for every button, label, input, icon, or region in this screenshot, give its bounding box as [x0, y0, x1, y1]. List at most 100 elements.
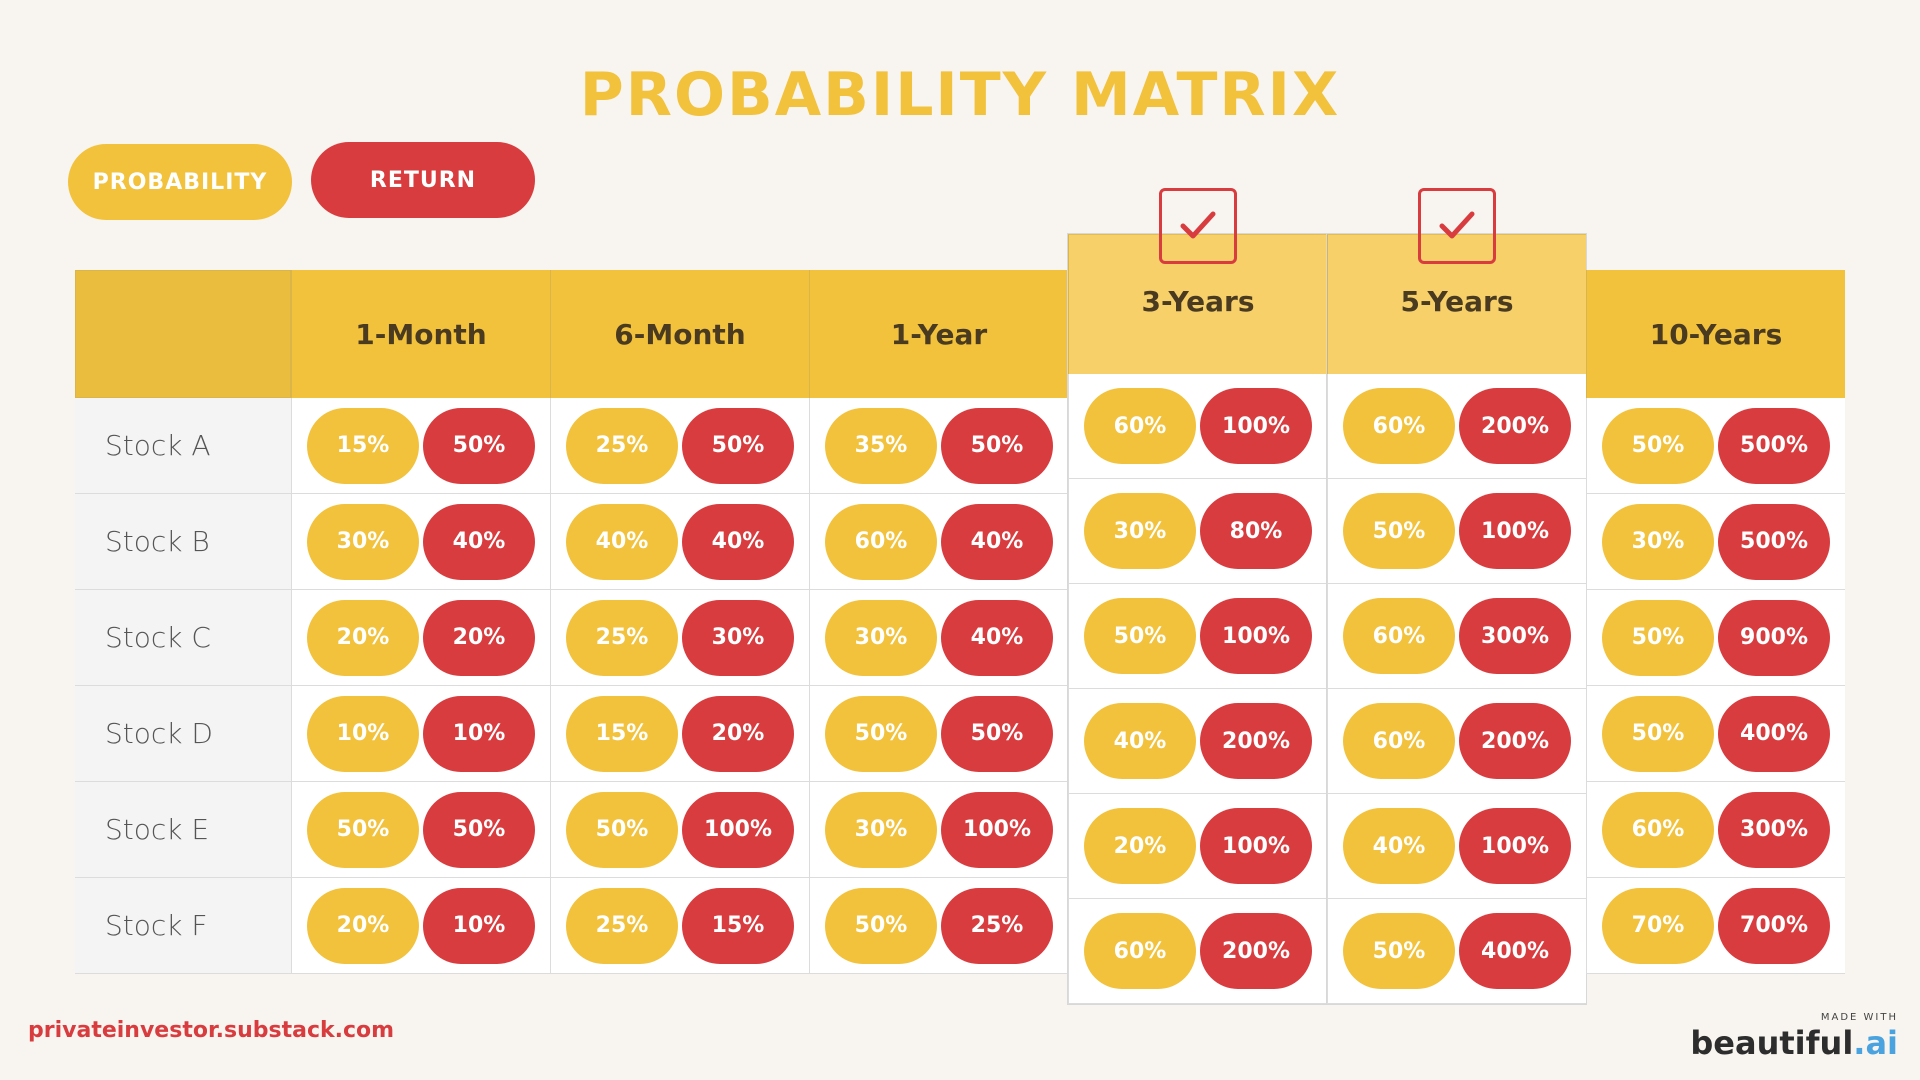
- probability-pill: 50%: [825, 695, 937, 772]
- return-pill: 25%: [941, 887, 1053, 964]
- probability-pill: 30%: [825, 791, 937, 868]
- row-label: Stock F: [75, 878, 291, 974]
- return-pill: 100%: [1200, 598, 1312, 674]
- probability-pill: 30%: [825, 599, 937, 676]
- matrix-cell: 50% 100%: [1068, 584, 1327, 689]
- matrix-cell: 60% 300%: [1327, 584, 1586, 689]
- matrix-cell: 50% 400%: [1586, 686, 1845, 782]
- probability-pill: 60%: [1084, 913, 1196, 989]
- probability-pill: 60%: [1343, 388, 1455, 464]
- return-pill: 100%: [682, 791, 794, 868]
- return-pill: 10%: [423, 695, 535, 772]
- return-pill: 40%: [941, 599, 1053, 676]
- row-label: Stock A: [75, 398, 291, 494]
- matrix-cell: 50% 100%: [550, 782, 809, 878]
- column-header: 1-Year: [809, 270, 1068, 398]
- probability-pill: 20%: [1084, 808, 1196, 884]
- return-pill: 200%: [1200, 913, 1312, 989]
- page-title: PROBABILITY MATRIX: [579, 60, 1341, 130]
- matrix-cell: 50% 500%: [1586, 398, 1845, 494]
- return-pill: 300%: [1459, 598, 1571, 674]
- matrix-cell: 60% 300%: [1586, 782, 1845, 878]
- matrix-cell: 50% 50%: [809, 686, 1068, 782]
- matrix-cell: 30% 500%: [1586, 494, 1845, 590]
- probability-pill: 15%: [307, 407, 419, 484]
- return-pill: 400%: [1459, 913, 1571, 989]
- matrix-cell: 30% 100%: [809, 782, 1068, 878]
- column-header: 1-Month: [291, 270, 550, 398]
- legend-return: RETURN: [311, 142, 535, 218]
- matrix-cell: 40% 200%: [1068, 689, 1327, 794]
- brand-logo: beautiful.ai: [1690, 1024, 1898, 1062]
- matrix-cell: 20% 100%: [1068, 794, 1327, 899]
- matrix-cell: 25% 50%: [550, 398, 809, 494]
- probability-pill: 50%: [1602, 599, 1714, 676]
- return-pill: 20%: [682, 695, 794, 772]
- return-pill: 100%: [1200, 808, 1312, 884]
- matrix-cell: 20% 10%: [291, 878, 550, 974]
- return-pill: 100%: [1459, 493, 1571, 569]
- matrix-cell: 50% 50%: [291, 782, 550, 878]
- column-5-years: 5-Years 60% 200% 50% 100% 60% 300% 60% 200% 40% 10…: [1327, 188, 1586, 1004]
- column-header: 6-Month: [550, 270, 809, 398]
- return-pill: 50%: [423, 407, 535, 484]
- probability-pill: 25%: [566, 887, 678, 964]
- return-pill: 100%: [941, 791, 1053, 868]
- return-pill: 700%: [1718, 887, 1830, 964]
- checkmark-icon: [1417, 188, 1496, 264]
- made-with-label: MADE WITH: [1820, 1012, 1898, 1023]
- probability-pill: 15%: [566, 695, 678, 772]
- probability-pill: 50%: [566, 791, 678, 868]
- matrix-cell: 50% 100%: [1327, 479, 1586, 584]
- probability-pill: 40%: [1084, 703, 1196, 779]
- return-pill: 200%: [1459, 388, 1571, 464]
- matrix-cell: 50% 25%: [809, 878, 1068, 974]
- matrix-cell: 15% 50%: [291, 398, 550, 494]
- probability-pill: 60%: [1343, 598, 1455, 674]
- matrix-cell: 70% 700%: [1586, 878, 1845, 974]
- return-pill: 80%: [1200, 493, 1312, 569]
- return-pill: 15%: [682, 887, 794, 964]
- return-pill: 500%: [1718, 407, 1830, 484]
- return-pill: 50%: [423, 791, 535, 868]
- return-pill: 400%: [1718, 695, 1830, 772]
- probability-pill: 60%: [825, 503, 937, 580]
- matrix-cell: 30% 40%: [291, 494, 550, 590]
- row-label: Stock C: [75, 590, 291, 686]
- matrix-cell: 60% 200%: [1068, 899, 1327, 1004]
- probability-pill: 50%: [1343, 493, 1455, 569]
- column-header: 5-Years: [1327, 234, 1586, 374]
- matrix-cell: 50% 400%: [1327, 899, 1586, 1004]
- return-pill: 200%: [1459, 703, 1571, 779]
- column-header: 3-Years: [1068, 234, 1327, 374]
- row-label: Stock E: [75, 782, 291, 878]
- matrix-cell: 35% 50%: [809, 398, 1068, 494]
- return-pill: 100%: [1459, 808, 1571, 884]
- return-pill: 50%: [941, 407, 1053, 484]
- return-pill: 20%: [423, 599, 535, 676]
- return-pill: 200%: [1200, 703, 1312, 779]
- probability-pill: 50%: [1602, 695, 1714, 772]
- probability-pill: 60%: [1602, 791, 1714, 868]
- return-pill: 40%: [423, 503, 535, 580]
- matrix-cell: 30% 80%: [1068, 479, 1327, 584]
- return-pill: 50%: [682, 407, 794, 484]
- return-pill: 500%: [1718, 503, 1830, 580]
- probability-pill: 70%: [1602, 887, 1714, 964]
- return-pill: 10%: [423, 887, 535, 964]
- column-1-year: 1-Year 35% 50% 60% 40% 30% 40% 50% 50% 30% 100% 50%…: [809, 270, 1068, 974]
- probability-pill: 25%: [566, 599, 678, 676]
- footer-source[interactable]: privateinvestor.substack.com: [28, 1018, 395, 1043]
- return-pill: 50%: [941, 695, 1053, 772]
- matrix-cell: 60% 100%: [1068, 374, 1327, 479]
- matrix-cell: 30% 40%: [809, 590, 1068, 686]
- matrix-cell: 20% 20%: [291, 590, 550, 686]
- probability-pill: 60%: [1343, 703, 1455, 779]
- probability-pill: 50%: [1602, 407, 1714, 484]
- probability-pill: 20%: [307, 599, 419, 676]
- probability-pill: 20%: [307, 887, 419, 964]
- row-label: Stock D: [75, 686, 291, 782]
- matrix-cell: 40% 40%: [550, 494, 809, 590]
- probability-pill: 10%: [307, 695, 419, 772]
- matrix-cell: 60% 200%: [1327, 689, 1586, 794]
